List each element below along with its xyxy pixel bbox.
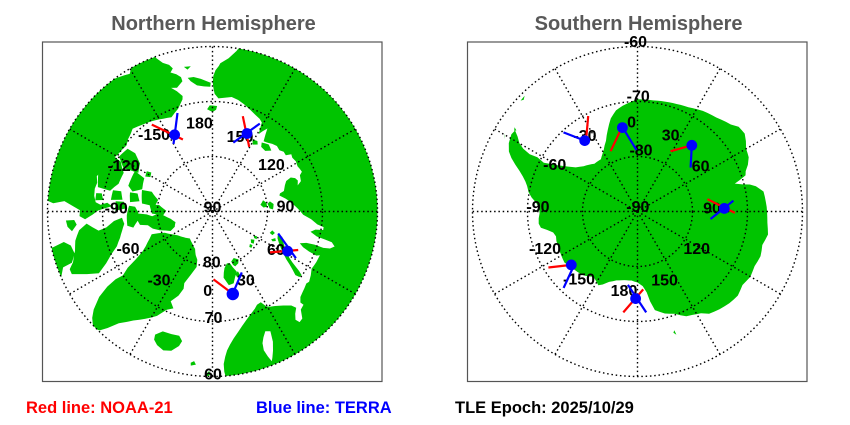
- svg-text:70: 70: [205, 310, 223, 327]
- svg-text:Northern Hemisphere: Northern Hemisphere: [111, 13, 316, 35]
- svg-text:60: 60: [267, 242, 285, 259]
- svg-text:-60: -60: [543, 157, 566, 174]
- svg-text:90: 90: [204, 200, 222, 217]
- svg-text:0: 0: [627, 115, 636, 132]
- svg-text:90: 90: [277, 199, 295, 216]
- svg-text:180: 180: [186, 116, 213, 133]
- svg-text:Blue line: TERRA: Blue line: TERRA: [256, 399, 392, 417]
- svg-text:150: 150: [651, 272, 678, 289]
- svg-text:-90: -90: [526, 199, 549, 216]
- svg-text:-120: -120: [108, 158, 140, 175]
- svg-text:-60: -60: [116, 241, 139, 258]
- svg-text:0: 0: [203, 283, 212, 300]
- svg-text:60: 60: [692, 158, 710, 175]
- svg-text:-150: -150: [138, 127, 170, 144]
- svg-text:-120: -120: [529, 241, 561, 258]
- svg-text:90: 90: [703, 201, 721, 218]
- svg-text:Red line: NOAA-21: Red line: NOAA-21: [26, 399, 173, 417]
- svg-text:-150: -150: [563, 272, 595, 289]
- svg-text:TLE Epoch: 2025/10/29: TLE Epoch: 2025/10/29: [455, 399, 634, 417]
- svg-text:-30: -30: [147, 272, 170, 289]
- svg-text:120: 120: [258, 157, 285, 174]
- svg-text:30: 30: [237, 272, 255, 289]
- svg-text:-70: -70: [627, 88, 650, 105]
- svg-text:60: 60: [204, 367, 222, 384]
- svg-text:-90: -90: [626, 199, 649, 216]
- svg-text:120: 120: [683, 241, 710, 258]
- svg-text:80: 80: [203, 255, 221, 272]
- svg-text:-90: -90: [105, 200, 128, 217]
- svg-text:Southern Hemisphere: Southern Hemisphere: [535, 13, 743, 35]
- svg-text:-60: -60: [624, 34, 647, 51]
- svg-text:30: 30: [662, 128, 680, 145]
